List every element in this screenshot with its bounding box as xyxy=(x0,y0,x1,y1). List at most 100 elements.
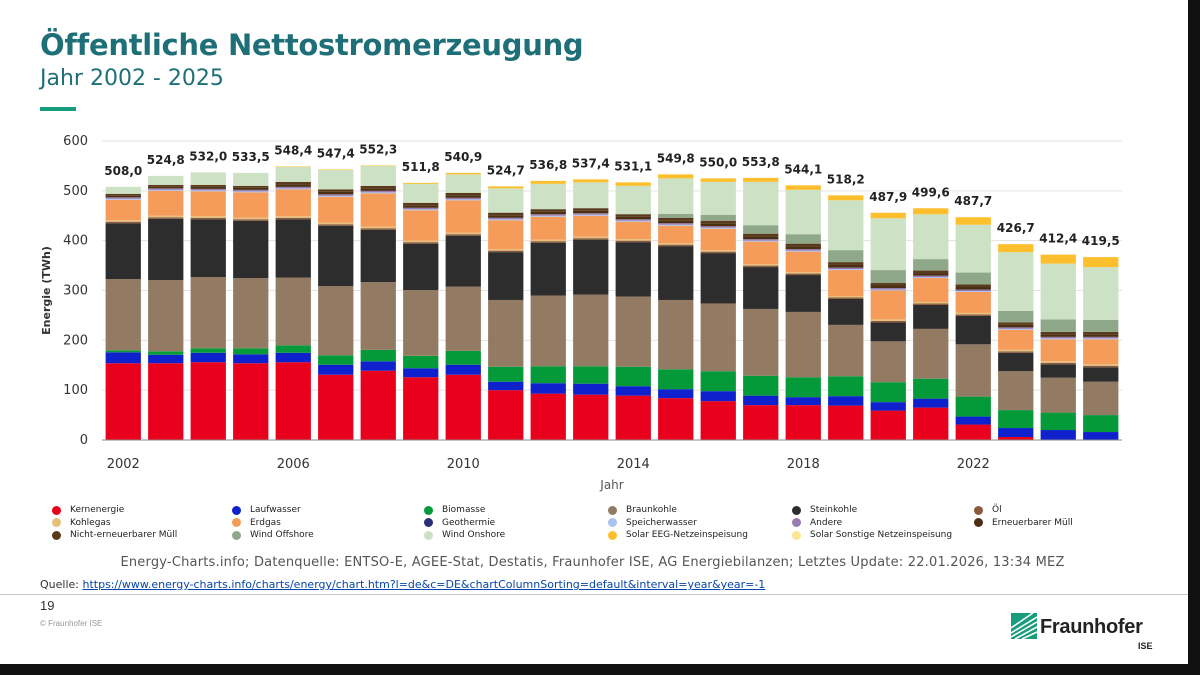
bar-segment xyxy=(530,366,566,384)
bar-segment xyxy=(148,218,184,281)
bar-segment xyxy=(743,181,779,226)
bar-segment xyxy=(955,314,991,316)
total-data-label: 550,0 xyxy=(699,155,737,169)
bar-segment xyxy=(445,350,481,365)
total-data-label: 518,2 xyxy=(827,172,865,186)
legend-item: Erdgas xyxy=(232,518,281,528)
bar-segment xyxy=(870,289,906,291)
bar-segment xyxy=(658,369,694,390)
bar-segment xyxy=(785,405,821,440)
total-data-label: 508,0 xyxy=(104,164,142,178)
bar-segment xyxy=(105,363,141,440)
bar-segment xyxy=(573,394,609,440)
bar-segment xyxy=(700,371,736,392)
x-tick-label: 2022 xyxy=(957,457,990,472)
bar-segment xyxy=(955,291,991,313)
bar-segment xyxy=(403,368,439,378)
bar-segment xyxy=(105,221,141,224)
bar-segment xyxy=(615,239,651,241)
copyright-notice: © Fraunhofer ISE xyxy=(40,619,103,628)
bar-segment xyxy=(658,174,694,179)
legend-label: Nicht-erneuerbarer Müll xyxy=(70,530,178,540)
bar-segment xyxy=(785,234,821,244)
bar-segment xyxy=(488,188,524,213)
fraunhofer-logo: Fraunhofer ISE xyxy=(1008,611,1158,655)
bar-segment xyxy=(700,303,736,372)
bar-segment xyxy=(828,200,864,251)
bar-segment xyxy=(403,209,439,211)
bar-segment xyxy=(913,328,949,379)
bar-segment xyxy=(615,220,651,222)
bar-segment xyxy=(913,301,949,304)
bar-segment xyxy=(1083,432,1119,440)
bar-segment xyxy=(743,308,779,376)
y-tick-label: 200 xyxy=(63,333,88,348)
legend-swatch-icon xyxy=(792,505,801,515)
bar-segment xyxy=(615,240,651,243)
legend-swatch-icon xyxy=(232,505,241,515)
source-link[interactable]: https://www.energy-charts.info/charts/en… xyxy=(82,578,766,591)
bar-segment xyxy=(955,290,991,292)
bar-segment xyxy=(488,249,524,251)
bar-segment xyxy=(658,398,694,440)
legend-item: Kohlegas xyxy=(52,518,111,528)
bar-segment xyxy=(190,362,226,440)
bar-segment xyxy=(190,219,226,278)
bar-segment xyxy=(913,275,949,278)
bar-segment xyxy=(1040,362,1076,365)
bar-segment xyxy=(743,239,779,241)
bar-segment xyxy=(105,193,141,196)
legend-item: Braunkohle xyxy=(608,505,677,515)
logo-wordmark: Fraunhofer xyxy=(1040,616,1143,638)
bar-segment xyxy=(955,344,991,397)
bar-segment xyxy=(530,183,566,209)
bar-segment xyxy=(785,249,821,251)
bar-segment xyxy=(1040,339,1076,362)
x-tick-label: 2018 xyxy=(787,457,820,472)
bar-segment xyxy=(1040,319,1076,332)
bar-segment xyxy=(743,375,779,396)
bar-segment xyxy=(275,216,311,218)
bar-segment xyxy=(743,241,779,265)
bar-segment xyxy=(615,214,651,217)
bar-segment xyxy=(318,222,354,225)
legend-swatch-icon xyxy=(52,518,61,527)
bar-segment xyxy=(870,402,906,411)
bar-segment xyxy=(148,215,184,218)
legend-swatch-icon xyxy=(424,530,433,540)
bar-segment xyxy=(955,312,991,315)
total-data-label: 532,0 xyxy=(189,149,227,163)
bar-segment xyxy=(870,410,906,440)
bar-segment xyxy=(1083,267,1119,320)
bar-segment xyxy=(105,279,141,351)
total-data-label: 552,3 xyxy=(359,142,397,156)
legend-label: Biomasse xyxy=(442,505,486,515)
bar-segment xyxy=(360,190,396,193)
legend-label: Andere xyxy=(810,517,843,528)
y-tick-label: 0 xyxy=(80,433,88,448)
bar-segment xyxy=(275,277,311,346)
bar-segment xyxy=(403,377,439,440)
bar-segment xyxy=(870,285,906,289)
bar-segment xyxy=(403,243,439,291)
page-number: 19 xyxy=(40,598,55,613)
bar-segment xyxy=(955,315,991,345)
bar-segment xyxy=(360,185,396,189)
bar-segment xyxy=(573,215,609,237)
bar-segment xyxy=(913,378,949,399)
bar-segment xyxy=(998,322,1034,325)
bar-segment xyxy=(1083,415,1119,433)
bar-segment xyxy=(998,428,1034,438)
y-tick-label: 300 xyxy=(63,284,88,299)
bar-segment xyxy=(488,390,524,440)
bar-segment xyxy=(743,395,779,406)
bar-segment xyxy=(998,310,1034,323)
total-data-label: 524,7 xyxy=(487,163,525,177)
bar-segment xyxy=(105,223,141,280)
bar-segment xyxy=(1083,381,1119,416)
bar-segment xyxy=(190,352,226,363)
bar-segment xyxy=(530,241,566,243)
legend-item: Kernenergie xyxy=(52,505,124,515)
source-label: Quelle: xyxy=(40,578,79,591)
bar-segment xyxy=(1040,254,1076,264)
